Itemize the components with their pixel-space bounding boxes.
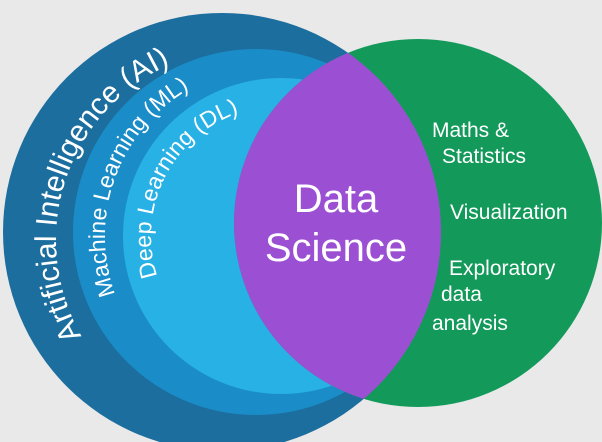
overlap-label-line-1: Data	[294, 177, 379, 221]
overlap-lens	[234, 39, 441, 407]
right-item-1: Maths & Statistics	[432, 119, 526, 168]
right-item-3: Exploratory data analysis	[432, 257, 556, 335]
right-item-1-line-1: Maths &	[432, 119, 509, 142]
right-item-3-line-2: data	[441, 283, 482, 306]
right-item-1-line-2: Statistics	[442, 145, 526, 168]
right-item-2: Visualization	[450, 201, 568, 224]
overlap-label-line-2: Science	[265, 226, 407, 270]
right-item-3-line-1: Exploratory	[449, 257, 556, 280]
right-item-3-line-3: analysis	[432, 312, 508, 335]
right-item-2-line-1: Visualization	[450, 201, 568, 224]
overlap-label: Data Science	[265, 177, 407, 270]
